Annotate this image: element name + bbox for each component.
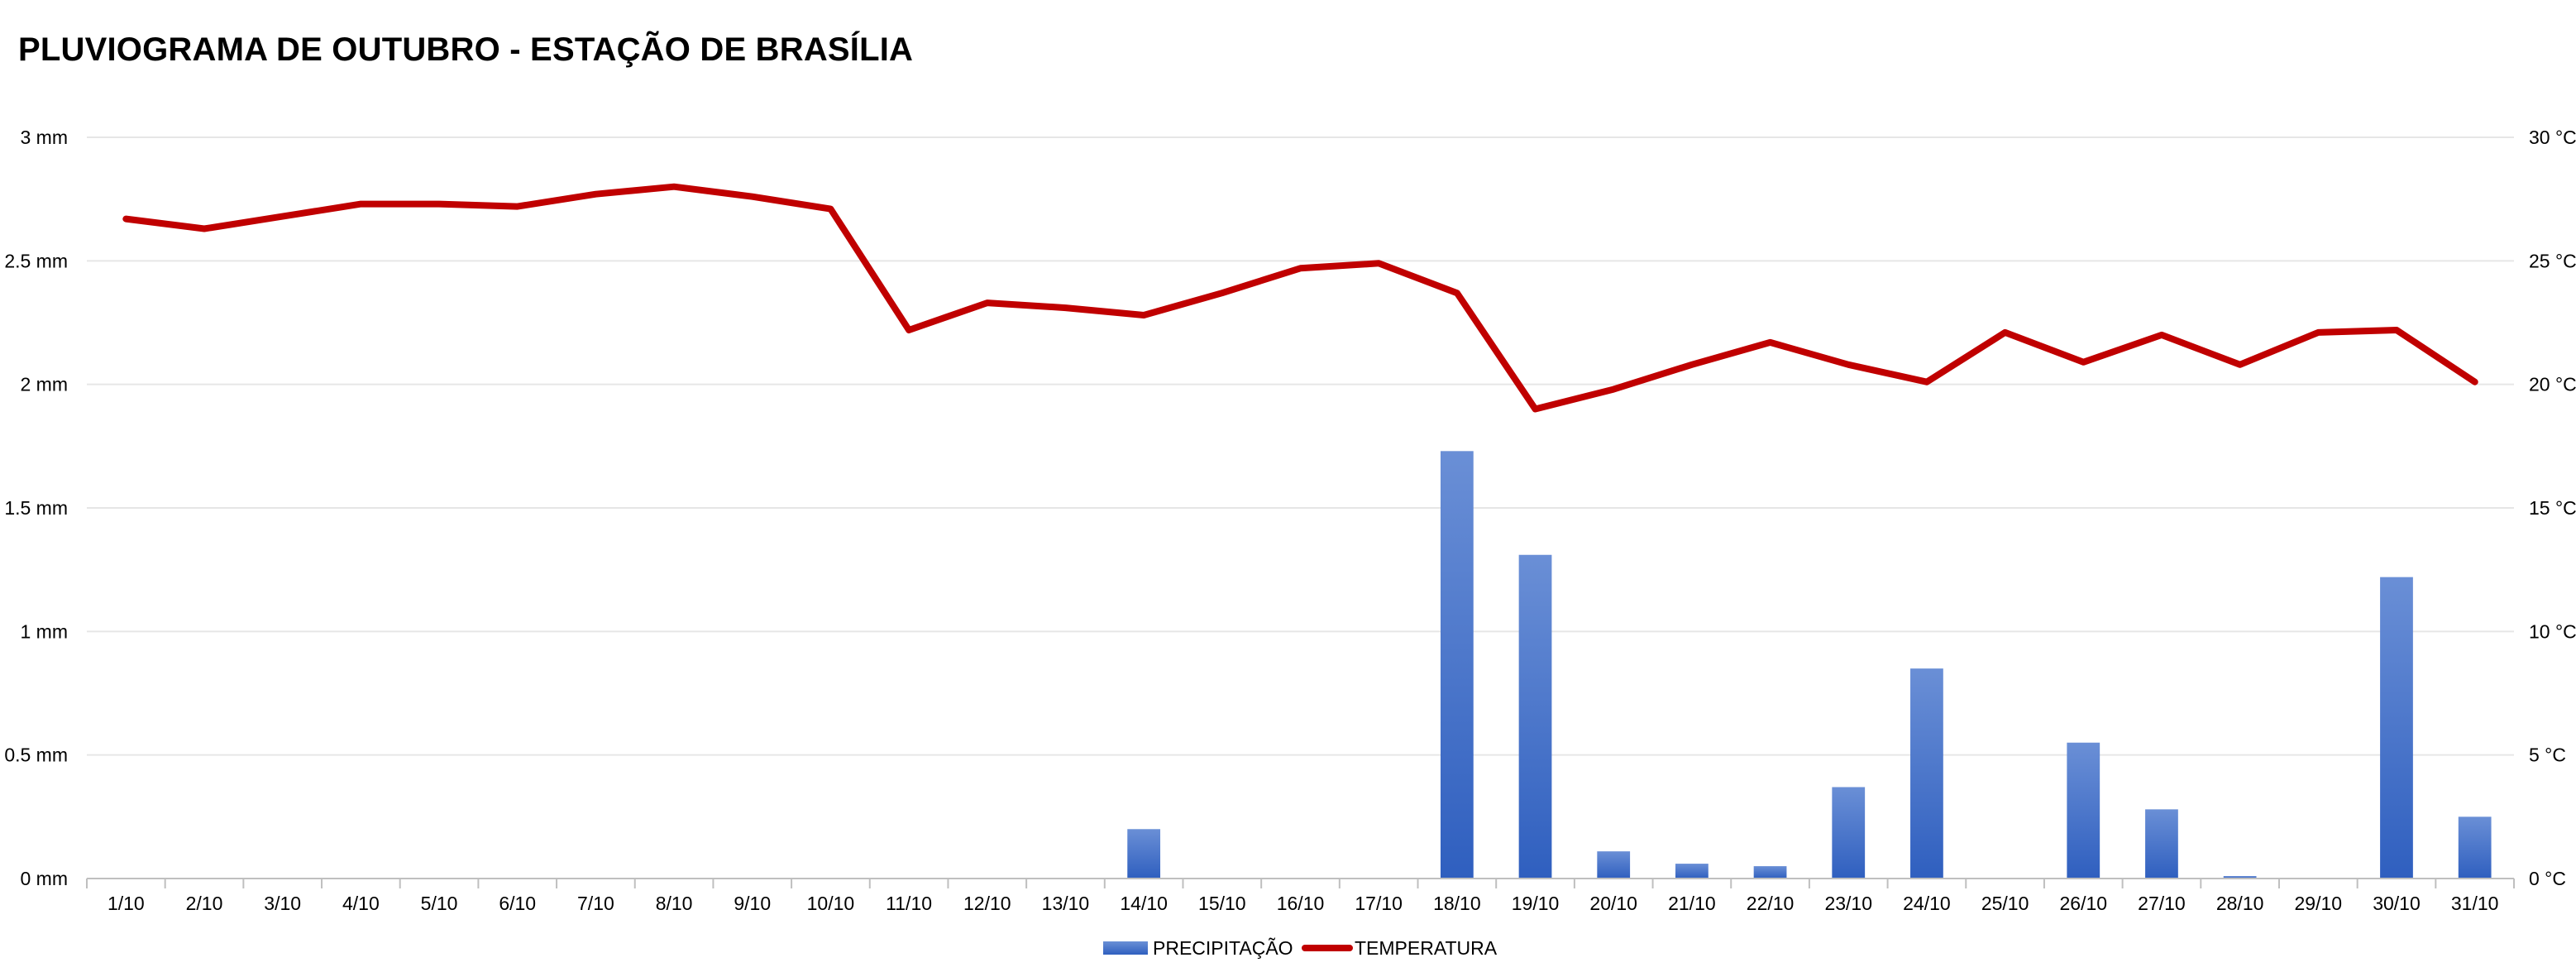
right-tick-label: 0 °C [2529, 868, 2566, 889]
bar [2145, 809, 2178, 879]
bar [1832, 787, 1866, 879]
x-tick-label: 3/10 [264, 893, 301, 914]
x-tick-label: 21/10 [1668, 893, 1716, 914]
x-tick-label: 27/10 [2138, 893, 2186, 914]
left-tick-label: 2.5 mm [4, 250, 68, 271]
temperature-line-group [122, 183, 2478, 413]
x-tick-label: 19/10 [1512, 893, 1560, 914]
x-tick-label: 5/10 [421, 893, 458, 914]
bar [1753, 866, 1787, 879]
x-tick-label: 6/10 [499, 893, 536, 914]
bar [1518, 554, 1552, 879]
left-tick-label: 1 mm [21, 620, 69, 642]
bar [2067, 742, 2100, 879]
x-tick-label: 8/10 [656, 893, 693, 914]
bar [1440, 451, 1474, 879]
bar [1675, 864, 1709, 879]
legend-bar-swatch [1103, 941, 1148, 955]
precipitation-bars [1127, 451, 2492, 879]
x-tick-label: 22/10 [1747, 893, 1795, 914]
x-tick-label: 11/10 [886, 893, 932, 914]
x-tick-label: 24/10 [1903, 893, 1951, 914]
left-tick-label: 1.5 mm [4, 497, 68, 519]
left-axis: 0 mm 0.5 mm 1 mm 1.5 mm 2 mm 2.5 mm 3 mm [4, 127, 68, 889]
x-tick-label: 7/10 [577, 893, 614, 914]
legend-label-precipitacao: PRECIPITAÇÃO [1153, 937, 1293, 959]
x-tick-label: 2/10 [186, 893, 223, 914]
left-tick-label: 0 mm [21, 868, 69, 889]
x-tick-label: 17/10 [1355, 893, 1403, 914]
bar [2380, 577, 2413, 879]
x-tick-label: 20/10 [1589, 893, 1637, 914]
right-axis: 0 °C 5 °C 10 °C 15 °C 20 °C 25 °C 30 °C [2529, 127, 2576, 889]
right-tick-label: 30 °C [2529, 127, 2576, 148]
chart-title: PLUVIOGRAMA DE OUTUBRO - ESTAÇÃO DE BRAS… [18, 31, 914, 68]
legend: PRECIPITAÇÃO TEMPERATURA [1103, 937, 1498, 959]
left-tick-label: 3 mm [21, 127, 69, 148]
left-tick-label: 2 mm [21, 374, 69, 395]
right-tick-label: 15 °C [2529, 497, 2576, 519]
temperature-line [122, 183, 2478, 413]
bar [2458, 816, 2492, 879]
x-tick-label: 14/10 [1120, 893, 1168, 914]
x-tick-label: 28/10 [2216, 893, 2264, 914]
x-tick-label: 10/10 [807, 893, 855, 914]
legend-label-temperatura: TEMPERATURA [1355, 937, 1498, 959]
bar [1597, 851, 1631, 879]
bar [1127, 829, 1161, 879]
x-tick-label: 4/10 [342, 893, 380, 914]
x-tick-label: 26/10 [2059, 893, 2107, 914]
x-tick-label: 18/10 [1433, 893, 1481, 914]
x-tick-label: 30/10 [2373, 893, 2421, 914]
x-tick-label: 16/10 [1277, 893, 1325, 914]
right-tick-label: 5 °C [2529, 745, 2566, 766]
x-tick-label: 1/10 [108, 893, 145, 914]
right-tick-label: 20 °C [2529, 374, 2576, 395]
bar [2223, 876, 2257, 879]
gridlines [87, 136, 2514, 756]
left-tick-label: 0.5 mm [4, 745, 68, 766]
right-tick-label: 25 °C [2529, 250, 2576, 271]
right-tick-label: 10 °C [2529, 620, 2576, 642]
x-tick-label: 9/10 [734, 893, 771, 914]
x-tick-label: 29/10 [2295, 893, 2343, 914]
x-tick-label: 12/10 [963, 893, 1011, 914]
bar [1910, 668, 1943, 879]
x-axis: 1/10 2/10 3/10 4/10 5/10 6/10 7/10 8/10 9/10 10/1… [86, 878, 2515, 914]
x-tick-label: 13/10 [1042, 893, 1090, 914]
x-tick-label: 23/10 [1824, 893, 1872, 914]
x-tick-label: 25/10 [1981, 893, 2029, 914]
x-tick-label: 15/10 [1198, 893, 1246, 914]
x-tick-label: 31/10 [2451, 893, 2499, 914]
